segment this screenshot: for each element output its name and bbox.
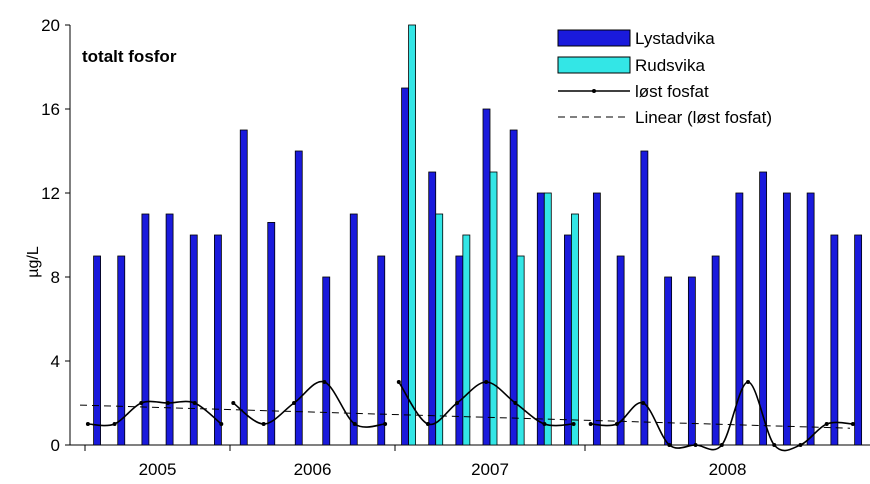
point-lost-fosfat	[352, 422, 357, 426]
bar-lystadvika	[165, 213, 174, 446]
point-lost-fosfat	[396, 380, 401, 384]
point-lost-fosfat	[850, 422, 855, 426]
point-lost-fosfat	[139, 401, 144, 405]
legend-label-lystadvika: Lystadvika	[635, 29, 715, 48]
bar-lystadvika	[687, 276, 696, 446]
bar-lystadvika	[482, 108, 491, 446]
point-lost-fosfat	[261, 422, 266, 426]
bar-lystadvika	[214, 234, 222, 446]
point-lost-fosfat	[292, 401, 297, 405]
point-lost-fosfat	[588, 422, 593, 426]
bar-lystadvika	[322, 276, 331, 446]
point-lost-fosfat	[425, 422, 430, 426]
point-lost-fosfat	[824, 422, 829, 426]
point-lost-fosfat	[693, 443, 698, 447]
point-lost-fosfat	[484, 380, 489, 384]
x-tick-label: 2005	[139, 460, 177, 479]
bar-lystadvika	[267, 221, 276, 446]
point-lost-fosfat	[641, 401, 646, 405]
legend-swatch-lystadvika	[557, 29, 631, 47]
chart-title: totalt fosfor	[82, 47, 177, 66]
bar-lystadvika	[640, 150, 649, 446]
y-tick-label: 12	[41, 184, 60, 203]
point-lost-fosfat	[772, 443, 777, 447]
bar-lystadvika	[735, 192, 744, 446]
bar-lystadvika	[509, 129, 518, 446]
bar-lystadvika	[782, 192, 791, 446]
point-lost-fosfat	[513, 401, 518, 405]
point-lost-fosfat	[571, 422, 576, 426]
x-tick-label: 2007	[471, 460, 509, 479]
axes: 0 4 8 12 16 20 2005 2006 2007 2008	[41, 16, 870, 479]
legend-label-linear: Linear (løst fosfat)	[635, 108, 772, 127]
bar-lystadvika	[616, 255, 625, 446]
y-tick-label: 8	[51, 268, 60, 287]
bar-rudsvika	[408, 24, 416, 446]
bar-lystadvika	[294, 150, 303, 446]
bar-lystadvika	[189, 234, 198, 446]
point-lost-fosfat	[798, 443, 803, 447]
bar-lystadvika	[349, 213, 358, 446]
point-lost-fosfat	[112, 422, 117, 426]
bar-lystadvika	[564, 234, 572, 446]
y-axis-label: µg/L	[25, 246, 42, 278]
bar-lystadvika	[759, 171, 768, 446]
x-tick-label: 2008	[709, 460, 747, 479]
point-lost-fosfat	[322, 380, 327, 384]
x-tick-label: 2006	[294, 460, 332, 479]
bar-lystadvika	[806, 192, 815, 446]
legend: Lystadvika Rudsvika løst fosfat Linear (…	[557, 29, 772, 127]
bar-rudsvika	[435, 213, 444, 446]
point-lost-fosfat	[192, 401, 197, 405]
bar-rudsvika	[462, 234, 471, 446]
bar-lystadvika	[93, 255, 101, 446]
bar-rudsvika	[489, 171, 498, 446]
bars	[93, 24, 863, 446]
series-line-lost-fosfat	[87, 400, 222, 427]
trend-line-linear	[79, 404, 851, 429]
bar-lystadvika	[536, 192, 545, 446]
series-line-lost-fosfat	[232, 380, 386, 428]
point-lost-fosfat	[542, 422, 547, 426]
lines	[79, 380, 855, 452]
bar-lystadvika	[592, 192, 601, 446]
legend-marker-lost-fosfat	[592, 89, 596, 93]
y-tick-label: 20	[41, 16, 60, 35]
point-lost-fosfat	[85, 422, 90, 426]
bar-rudsvika	[543, 192, 552, 446]
bar-lystadvika	[117, 255, 126, 446]
point-lost-fosfat	[719, 443, 724, 447]
bar-lystadvika	[428, 171, 437, 446]
y-tick-label: 4	[51, 352, 60, 371]
point-lost-fosfat	[383, 422, 388, 426]
point-lost-fosfat	[219, 422, 224, 426]
point-lost-fosfat	[231, 401, 236, 405]
bar-lystadvika	[711, 255, 720, 446]
bar-lystadvika	[377, 255, 386, 446]
bar-lystadvika	[239, 129, 248, 446]
point-lost-fosfat	[455, 401, 460, 405]
point-lost-fosfat	[746, 380, 751, 384]
bar-lystadvika	[830, 234, 839, 446]
bar-rudsvika	[516, 255, 525, 446]
legend-label-lost-fosfat: løst fosfat	[635, 82, 709, 101]
point-lost-fosfat	[165, 401, 170, 405]
bar-lystadvika	[141, 213, 150, 446]
point-lost-fosfat	[614, 422, 619, 426]
bar-lystadvika	[854, 234, 863, 446]
bar-lystadvika	[664, 276, 673, 446]
y-tick-label: 0	[51, 436, 60, 455]
y-tick-label: 16	[41, 100, 60, 119]
legend-swatch-rudsvika	[557, 56, 631, 74]
bar-rudsvika	[571, 213, 579, 446]
legend-label-rudsvika: Rudsvika	[635, 56, 705, 75]
point-lost-fosfat	[667, 443, 672, 447]
